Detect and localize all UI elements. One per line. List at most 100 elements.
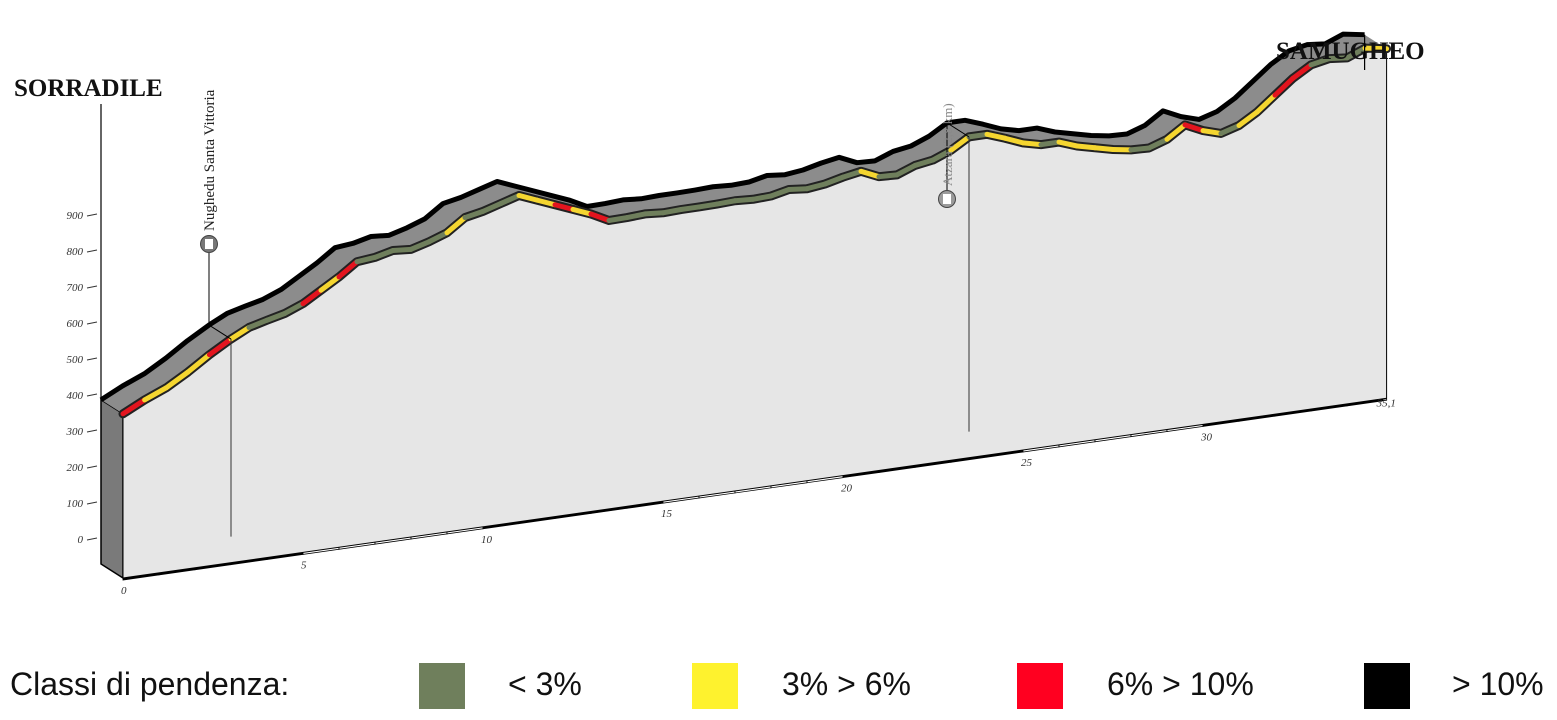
gradient-segment (390, 246, 414, 253)
gradient-segment (516, 192, 540, 203)
start-town-label: SORRADILE (14, 75, 163, 102)
gradient-segment (552, 202, 576, 212)
distance-tick-label: 30 (1200, 431, 1213, 443)
distance-tick-label: 5 (301, 559, 307, 571)
elevation-tick-label: 300 (66, 426, 84, 438)
elevation-tick-label: 400 (67, 390, 84, 402)
gradient-segment (1164, 122, 1188, 142)
gradient-segment (1200, 128, 1224, 136)
gradient-segment (1290, 62, 1314, 81)
legend-swatch-red (1017, 663, 1063, 709)
gradient-segment (984, 131, 1008, 141)
gradient-segment (1092, 145, 1116, 153)
gradient-segment (185, 352, 212, 375)
elevation-tick (86, 429, 98, 433)
gradient-segment (498, 192, 522, 206)
gradient-segment (1254, 92, 1278, 115)
elevation-tick (86, 249, 98, 253)
gradient-segment (678, 204, 702, 213)
distance-tick-label: 0 (121, 585, 127, 597)
waypoint-label: Atzara (2,8 km) (940, 103, 955, 186)
gradient-segment (570, 206, 594, 217)
gradient-segment (354, 254, 378, 265)
gradient-segment (336, 259, 360, 280)
elevation-axis: 0 100 200 300 400 500 600 700 800 900 (66, 210, 98, 546)
gradient-segment (1020, 140, 1044, 148)
gradient-segment (480, 200, 504, 214)
gradient-segment (588, 211, 612, 223)
gradient-segment (282, 301, 306, 316)
elevation-tick (86, 321, 98, 325)
elevation-tick-label: 500 (67, 354, 84, 366)
gradient-legend: Classi di pendenza: < 3% 3% > 6% 6% > 10… (0, 650, 1557, 720)
gradient-segment (1074, 143, 1098, 151)
legend-label-under-3: < 3% (508, 666, 582, 702)
waypoint-connector (208, 324, 232, 340)
gradient-segment (264, 310, 288, 323)
gradient-segment (534, 197, 558, 208)
gradient-segment (1182, 122, 1206, 134)
gradient-segment (624, 211, 648, 221)
gradient-segment (858, 168, 882, 180)
gradient-segment (966, 131, 990, 140)
elevation-tick-label: 0 (78, 534, 84, 546)
elevation-tick (86, 285, 98, 289)
gradient-segment (1146, 136, 1170, 151)
gradient-segment (606, 215, 630, 223)
gradient-segment (804, 181, 828, 192)
gradient-segment (912, 157, 936, 168)
legend-swatch-black (1364, 663, 1410, 709)
building-icon (205, 239, 213, 249)
gradient-segment (163, 369, 191, 391)
gradient-segment (750, 193, 774, 202)
gradient-segment (1272, 75, 1296, 98)
finish-town-label: SAMUGHEO (1276, 38, 1425, 65)
elevation-tick-label: 100 (67, 498, 84, 510)
gradient-segment (1326, 55, 1350, 62)
legend-label-6-10: 6% > 10% (1107, 666, 1254, 702)
distance-tick-label: 10 (481, 534, 493, 546)
gradient-segment (142, 385, 169, 403)
legend-swatch-green (419, 663, 465, 709)
elevation-tick-label: 800 (67, 246, 84, 258)
elevation-tick (86, 501, 98, 505)
distance-end-label: 35,1 (1376, 397, 1396, 409)
legend-title: Classi di pendenza: (10, 666, 290, 702)
gradient-segment (426, 230, 450, 245)
elevation-tick-label: 700 (67, 282, 84, 294)
elevation-tick-label: 600 (67, 318, 84, 330)
gradient-segment (696, 201, 720, 210)
elevation-tick (86, 393, 98, 397)
gradient-segment (786, 186, 810, 192)
gradient-segment (1308, 56, 1332, 68)
gradient-segment (876, 172, 900, 180)
elevation-tick (86, 357, 98, 361)
gradient-segment (930, 147, 954, 163)
gradient-segment (228, 324, 252, 342)
gradient-segment (318, 274, 342, 293)
gradient-segment (206, 336, 234, 358)
legend-swatch-yellow (692, 663, 738, 709)
place-labels: SORRADILE SAMUGHEO Nughedu Santa Vittori… (14, 34, 1425, 537)
gradient-segment (714, 198, 738, 207)
elevation-tick (86, 213, 98, 217)
waypoint-connector (946, 122, 970, 138)
gradient-segment (948, 134, 972, 153)
profile-back-outline (99, 31, 1365, 402)
gradient-segment (1002, 135, 1026, 146)
gradient-segment (1038, 139, 1062, 148)
gradient-segment (1056, 139, 1080, 149)
gradient-segment (1128, 145, 1152, 153)
gradient-segment (408, 239, 432, 252)
gradient-segment (894, 162, 918, 178)
gradient-segment (732, 196, 756, 204)
gradient-segment (1344, 45, 1368, 61)
distance-tick-label: 15 (661, 508, 673, 520)
elevation-tick-label: 900 (67, 210, 84, 222)
gradient-segment (462, 208, 486, 221)
gradient-segment (246, 317, 270, 330)
elevation-tick (86, 537, 98, 541)
gradient-segment (642, 210, 666, 217)
distance-axis: 0 5 10 15 20 25 30 35,1 (121, 397, 1396, 597)
